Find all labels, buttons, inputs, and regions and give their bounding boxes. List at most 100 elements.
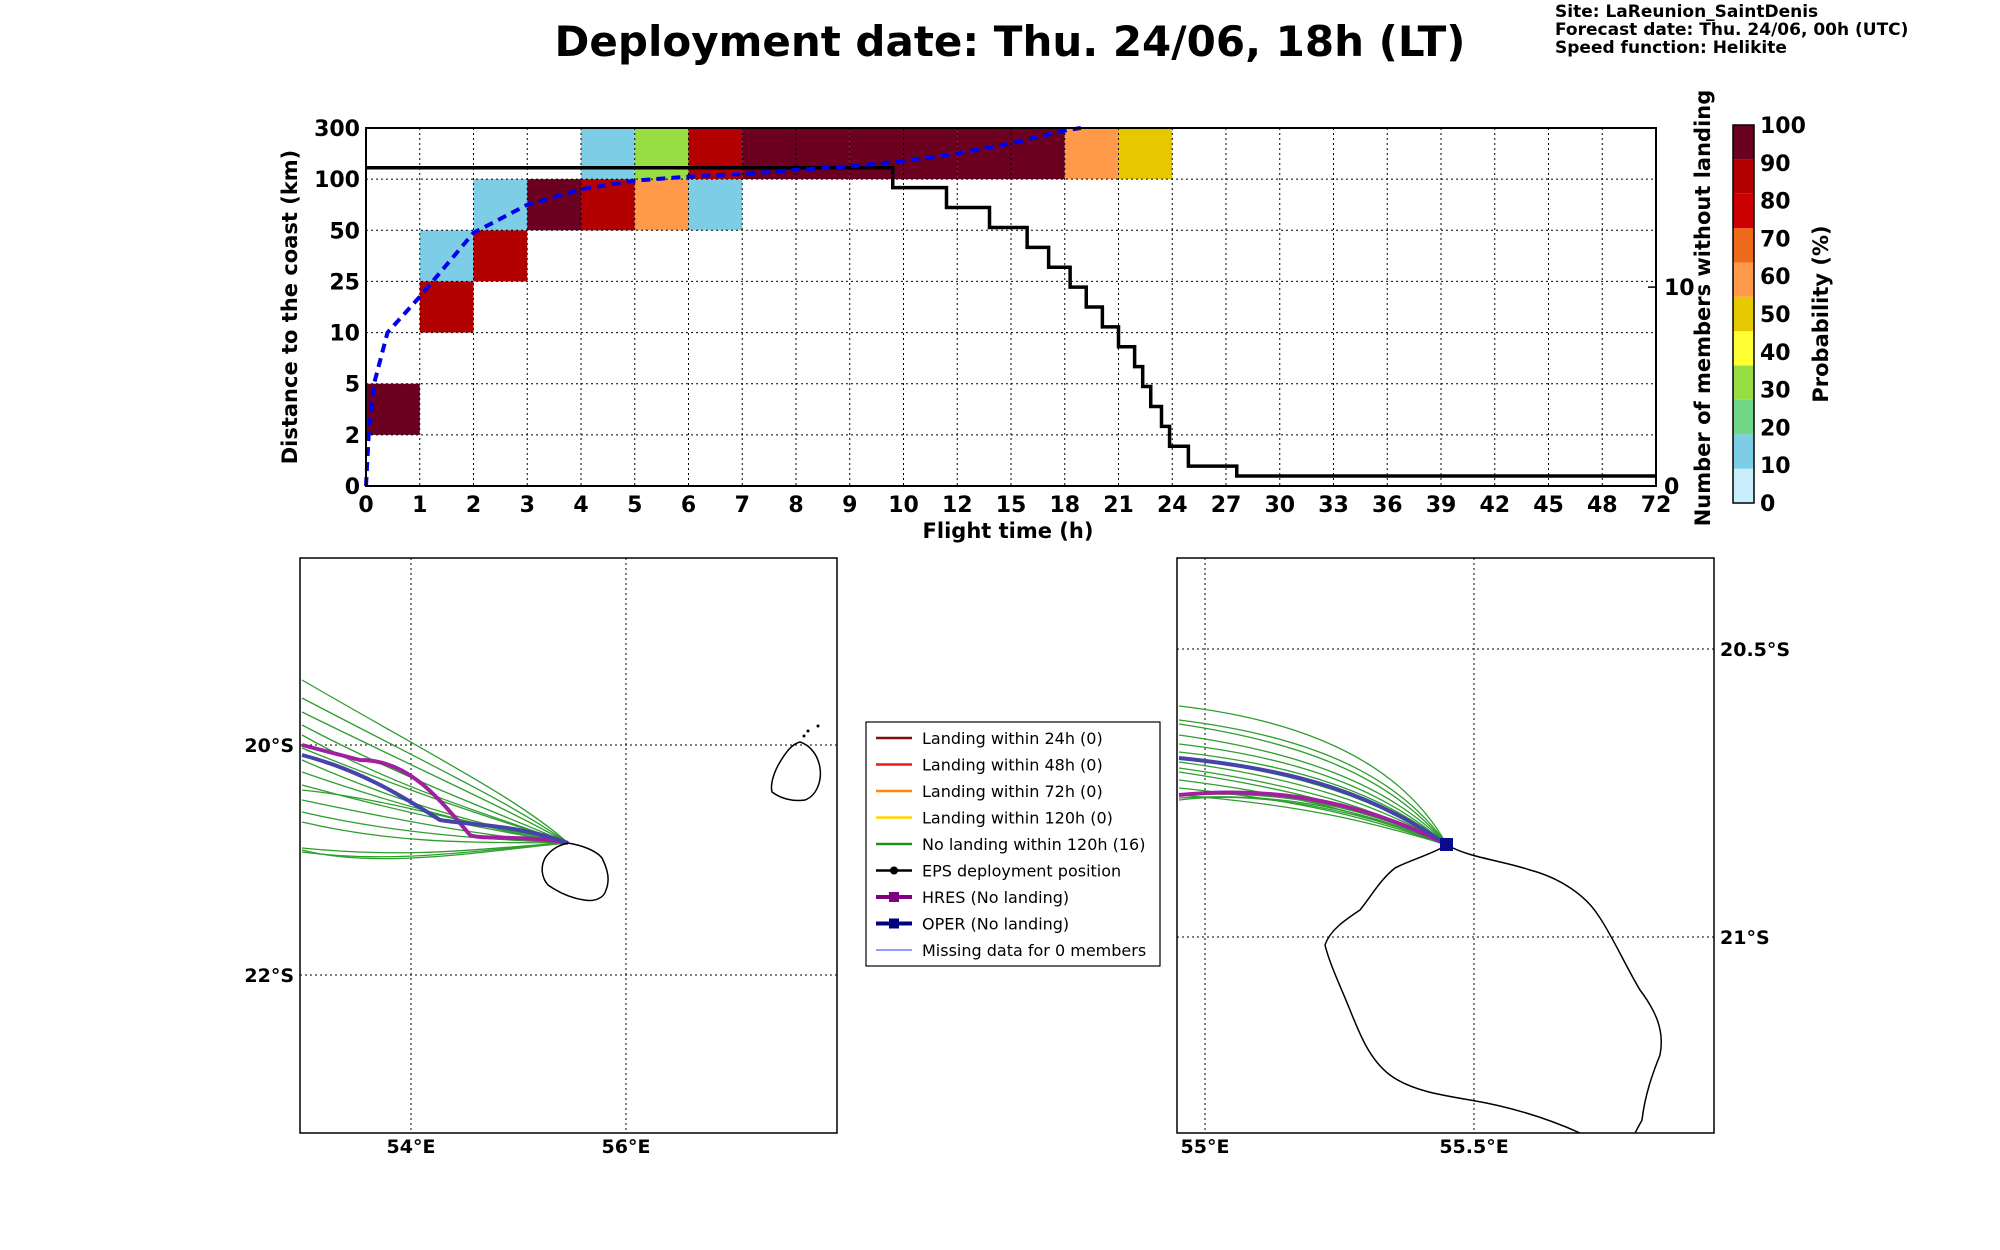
colorbar-swatch xyxy=(1733,365,1754,400)
y-tick-label: 25 xyxy=(329,270,360,295)
heatmap-cell xyxy=(473,179,528,231)
heatmap-cell xyxy=(527,179,581,231)
heatmap-cell xyxy=(796,128,850,180)
colorbar-tick-labels: 0 10 20 30 40 50 60 70 80 90 100 xyxy=(1760,114,1806,517)
heatmap-grid xyxy=(366,128,1656,486)
y-tick-label: 2 xyxy=(345,424,360,449)
legend-item: Landing within 72h (0) xyxy=(876,782,1103,801)
legend-box xyxy=(865,721,1161,967)
regional-hres-trajectory xyxy=(301,743,569,845)
x-tick-label: 72 xyxy=(1641,493,1672,518)
y2-axis-label: Number of members without landing xyxy=(1691,90,1715,527)
mauritius-island-outline xyxy=(770,741,822,802)
x-tick-label: 39 xyxy=(1426,493,1457,518)
reunion-island-outline xyxy=(541,842,609,902)
site-label: Site: LaReunion_SaintDenis xyxy=(1555,2,1818,22)
y-tick-label: 300 xyxy=(314,117,360,142)
x-tick-label: 7 xyxy=(735,493,750,518)
colorbar-swatch xyxy=(1733,193,1754,229)
y-tick-label: 0 xyxy=(345,475,360,500)
lon-label-56E: 56°E xyxy=(602,1136,651,1158)
lat-label-20S: 20°S xyxy=(244,735,294,757)
x-tick-label: 24 xyxy=(1157,493,1188,518)
x-tick-label: 15 xyxy=(996,493,1027,518)
heatmap-frame xyxy=(365,127,1657,487)
heatmap-cell xyxy=(903,128,958,180)
x-tick-label: 12 xyxy=(942,493,973,518)
map-zoom-grid xyxy=(1177,558,1714,1133)
heatmap-cell xyxy=(473,230,528,282)
x-tick-label: 8 xyxy=(788,493,803,518)
heatmap-cell xyxy=(688,179,743,231)
map-zoom: 55°E 55.5°E 20.5°S 21°S xyxy=(1176,557,1790,1158)
heatmap-cell xyxy=(581,128,635,180)
colorbar-tick-label: 20 xyxy=(1760,416,1791,441)
colorbar-swatch xyxy=(1733,159,1754,194)
lat-label-22S: 22°S xyxy=(244,965,294,987)
colorbar-swatch xyxy=(1733,262,1754,297)
legend-label: OPER (No landing) xyxy=(922,915,1069,934)
map-regional-frame xyxy=(299,557,838,1134)
x-axis-label: Flight time (h) xyxy=(923,519,1094,543)
heatmap-cell xyxy=(849,128,904,180)
x-tick-label: 9 xyxy=(842,493,857,518)
colorbar-tick-label: 100 xyxy=(1760,114,1806,139)
colorbar-tick-label: 80 xyxy=(1760,190,1791,215)
y2-tick-label: 10 xyxy=(1664,276,1695,301)
lon-label-55E: 55°E xyxy=(1181,1136,1230,1158)
x-tick-labels: 0 1 2 3 4 5 6 7 8 9 10 12 15 18 21 24 27 30 33 36 39 42 45 48 72 xyxy=(358,493,1671,518)
forecast-label: Forecast date: Thu. 24/06, 00h (UTC) xyxy=(1555,20,1908,40)
legend-label: HRES (No landing) xyxy=(922,888,1069,907)
colorbar-label: Probability (%) xyxy=(1809,225,1833,402)
heatmap-cell xyxy=(634,128,689,180)
colorbar-swatch xyxy=(1733,228,1754,263)
x-tick-label: 33 xyxy=(1318,493,1349,518)
colorbar-tick-label: 70 xyxy=(1760,227,1791,252)
y2-tick-label: 0 xyxy=(1664,475,1679,500)
heatmap-panel: 0 1 2 3 4 5 6 7 8 9 10 12 15 18 21 24 27 30 33 36 39 42 45 48 72… xyxy=(278,90,1715,543)
x-tick-label: 21 xyxy=(1103,493,1134,518)
median-distance-line xyxy=(364,126,1082,487)
legend-label: Landing within 48h (0) xyxy=(922,756,1103,775)
x-tick-label: 3 xyxy=(520,493,535,518)
colorbar-swatch xyxy=(1733,399,1754,435)
heatmap-cell xyxy=(419,230,474,282)
speed-function-label: Speed function: Helikite xyxy=(1555,38,1787,58)
heatmap-cell xyxy=(419,281,474,333)
x-tick-label: 42 xyxy=(1479,493,1510,518)
colorbar-tick-label: 10 xyxy=(1760,454,1791,479)
x-tick-label: 48 xyxy=(1587,493,1618,518)
colorbar-tick-label: 0 xyxy=(1760,492,1775,517)
colorbar-swatches xyxy=(1733,125,1754,503)
colorbar-tick-label: 50 xyxy=(1760,303,1791,328)
x-tick-label: 1 xyxy=(412,493,427,518)
colorbar-swatch xyxy=(1733,434,1754,469)
x-tick-label: 30 xyxy=(1264,493,1295,518)
map-regional-grid xyxy=(300,558,837,1133)
legend-marker xyxy=(890,866,898,875)
colorbar: 0 10 20 30 40 50 60 70 80 90 100 Probability (%) xyxy=(1732,114,1833,517)
legend-item: Landing within 48h (0) xyxy=(876,756,1103,775)
legend-label: EPS deployment position xyxy=(922,862,1121,881)
x-tick-label: 27 xyxy=(1211,493,1242,518)
legend-label: No landing within 120h (16) xyxy=(922,835,1145,854)
lon-label-55-5E: 55.5°E xyxy=(1439,1136,1508,1158)
lat-label-20-5S: 20.5°S xyxy=(1720,639,1790,661)
legend-label: Missing data for 0 members xyxy=(922,941,1146,960)
x-tick-label: 5 xyxy=(627,493,642,518)
chart-title: Deployment date: Thu. 24/06, 18h (LT) xyxy=(555,17,1466,66)
colorbar-tick-label: 60 xyxy=(1760,265,1791,290)
legend-item: HRES (No landing) xyxy=(876,888,1069,907)
heatmap-cell xyxy=(1011,128,1065,180)
zoom-member-trajectories xyxy=(1178,705,1448,846)
map-regional: 54°E 56°E 20°S 22°S xyxy=(244,557,838,1158)
y-tick-label: 50 xyxy=(329,219,360,244)
x-tick-label: 0 xyxy=(358,493,373,518)
colorbar-swatch xyxy=(1733,125,1754,160)
x-tick-label: 10 xyxy=(888,493,919,518)
regional-oper-trajectory xyxy=(301,753,569,845)
zoom-oper-trajectory xyxy=(1178,756,1449,847)
x-tick-label: 2 xyxy=(466,493,481,518)
